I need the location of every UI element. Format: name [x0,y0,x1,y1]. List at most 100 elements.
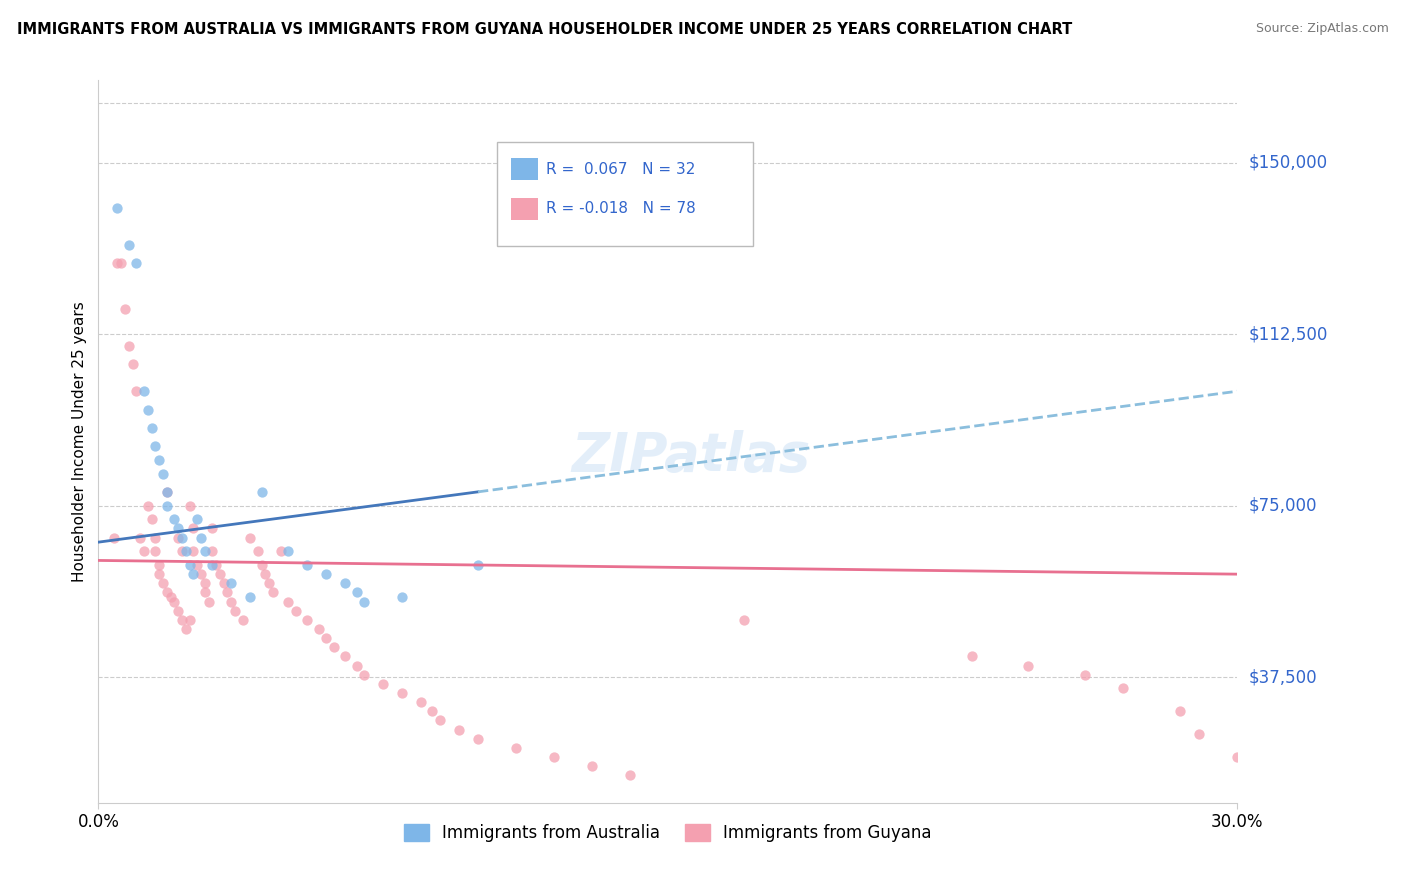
Point [217,585,239,599]
Point [152,576,174,591]
Point [1074,667,1097,681]
Point [322,640,344,655]
Text: $150,000: $150,000 [1249,153,1327,171]
Point [960,649,983,664]
Point [391,590,413,604]
Point [581,759,603,773]
Text: $112,500: $112,500 [1249,325,1327,343]
Y-axis label: Householder Income Under 25 years: Householder Income Under 25 years [72,301,87,582]
Point [132,544,155,558]
Point [1226,750,1249,764]
Point [335,649,357,664]
Point [246,544,269,558]
Point [148,453,170,467]
Point [353,594,375,608]
Point [353,667,375,681]
Point [250,484,273,499]
Point [156,484,179,499]
Point [148,558,170,572]
Text: R =  0.067   N = 32: R = 0.067 N = 32 [546,161,696,177]
Point [194,585,217,599]
Point [201,544,224,558]
Point [467,731,489,746]
Legend: Immigrants from Australia, Immigrants from Guyana: Immigrants from Australia, Immigrants fr… [396,817,939,848]
Point [179,613,201,627]
Point [174,544,197,558]
Point [505,740,527,755]
Point [167,531,190,545]
Point [190,567,212,582]
Text: IMMIGRANTS FROM AUSTRALIA VS IMMIGRANTS FROM GUYANA HOUSEHOLDER INCOME UNDER 25 : IMMIGRANTS FROM AUSTRALIA VS IMMIGRANTS … [17,22,1073,37]
Point [391,686,413,700]
Point [179,499,201,513]
Point [132,384,155,399]
Point [174,622,197,636]
Point [167,521,190,535]
Point [346,585,368,599]
Point [136,499,159,513]
FancyBboxPatch shape [498,142,754,246]
Point [183,567,205,582]
Point [449,723,471,737]
Point [284,604,307,618]
Point [156,484,179,499]
Point [254,567,277,582]
Point [107,202,129,216]
Point [429,714,451,728]
Point [212,576,235,591]
Point [232,613,254,627]
Point [156,499,179,513]
Point [194,576,217,591]
Point [262,585,284,599]
Point [297,613,319,627]
Point [221,576,243,591]
Point [277,544,299,558]
Point [335,576,357,591]
Point [145,439,167,453]
Point [163,594,186,608]
Point [270,544,292,558]
Point [145,544,167,558]
Point [1112,681,1135,696]
Point [118,238,141,252]
Text: R = -0.018   N = 78: R = -0.018 N = 78 [546,202,696,217]
Point [197,594,219,608]
Point [141,512,163,526]
Point [259,576,281,591]
Point [110,256,132,270]
Point [163,512,186,526]
Point [208,567,231,582]
Point [186,558,208,572]
Point [224,604,246,618]
Point [170,531,193,545]
Point [186,512,208,526]
Point [114,301,136,316]
Point [121,357,143,371]
Point [156,585,179,599]
Point [159,590,181,604]
Point [205,558,228,572]
Point [1188,727,1211,741]
Point [315,631,337,645]
Point [1018,658,1040,673]
Point [277,594,299,608]
Point [103,531,125,545]
Point [141,421,163,435]
Point [183,544,205,558]
Text: ZIPatlas: ZIPatlas [571,430,810,482]
Point [467,558,489,572]
Point [221,594,243,608]
Point [179,558,201,572]
Point [152,467,174,481]
Point [183,521,205,535]
Point [371,677,394,691]
Point [148,567,170,582]
Point [733,613,755,627]
Point [239,531,262,545]
FancyBboxPatch shape [510,198,538,219]
FancyBboxPatch shape [510,158,538,180]
Point [170,544,193,558]
Point [239,590,262,604]
Point [167,604,190,618]
Point [201,558,224,572]
